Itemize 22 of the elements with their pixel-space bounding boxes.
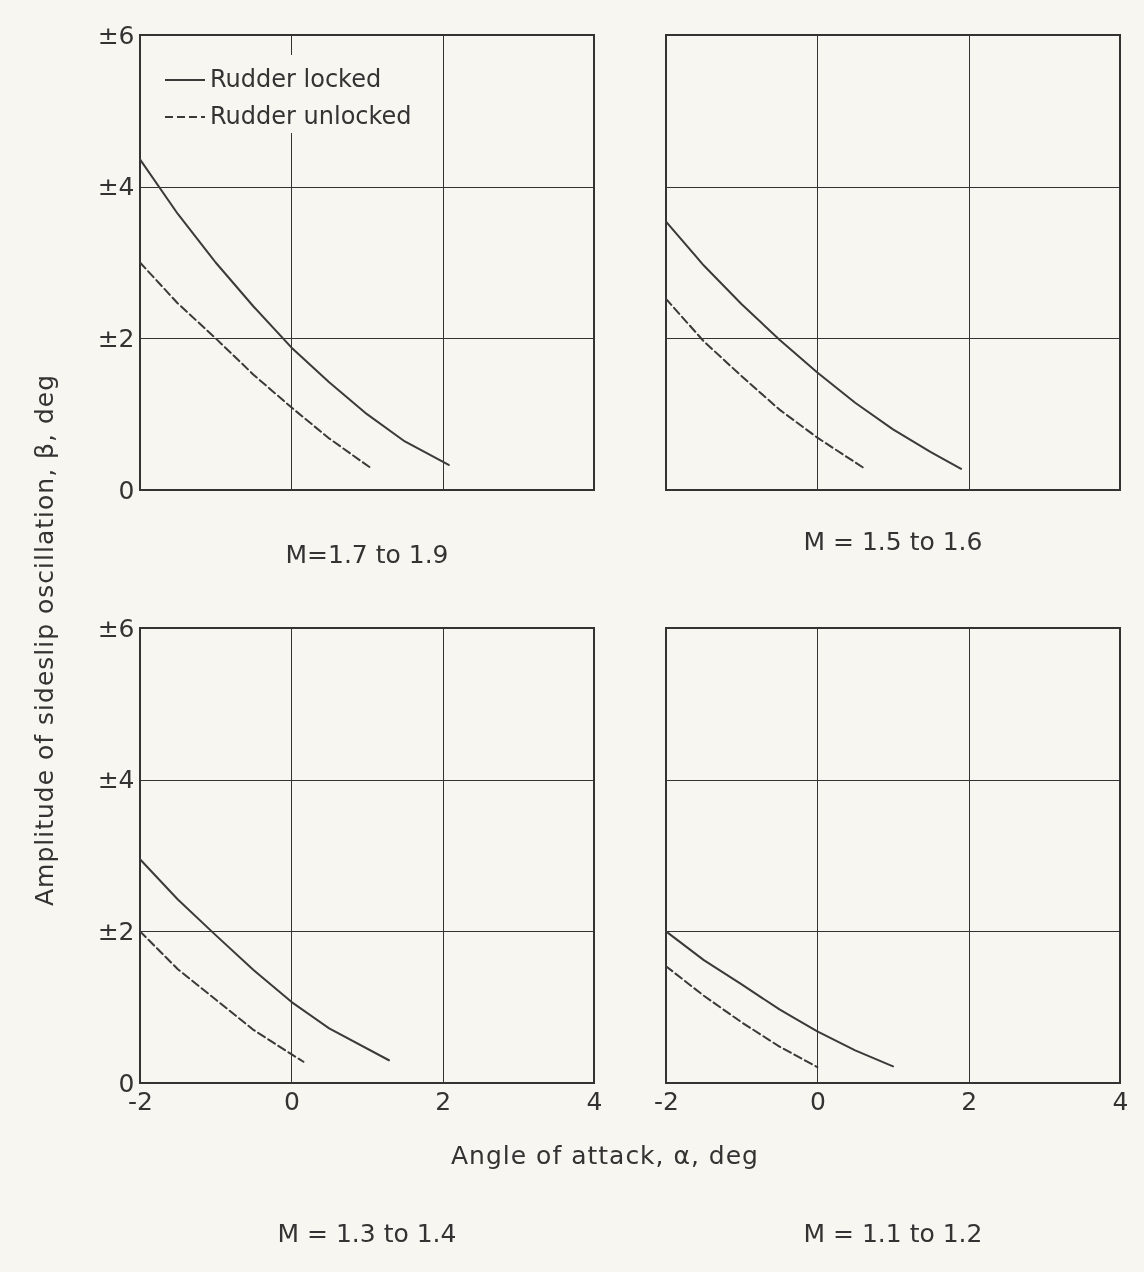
y-tick-label: ±2 — [97, 323, 135, 353]
y-tick-label: 0 — [118, 475, 135, 505]
x-axis-title: Angle of attack, α, deg — [451, 1140, 759, 1170]
x-tick-label: 4 — [586, 1086, 603, 1116]
x-tick-label: 2 — [961, 1086, 978, 1116]
text: M = 1.3 to 1.4 — [277, 1219, 457, 1248]
x-tick-label: 2 — [435, 1086, 452, 1116]
text: M=1.7 to 1.9 — [285, 540, 449, 569]
y-tick-label: ±6 — [97, 20, 135, 50]
y-tick-label: ±4 — [97, 765, 135, 795]
x-tick-label: 0 — [283, 1086, 300, 1116]
text: M = 1.5 to 1.6 — [803, 527, 983, 556]
x-tick-label: 4 — [1112, 1086, 1129, 1116]
text: M = 1.1 to 1.2 — [803, 1219, 983, 1248]
y-tick-label: ±4 — [97, 172, 135, 202]
y-tick-label: ±6 — [97, 613, 135, 643]
legend-label: Rudder locked — [210, 65, 382, 93]
legend-label: Rudder unlocked — [210, 102, 412, 130]
y-tick-label: ±2 — [97, 916, 135, 946]
x-tick-label: -2 — [654, 1086, 679, 1116]
x-tick-label: 0 — [809, 1086, 826, 1116]
y-axis-title: Amplitude of sideslip oscillation, β, deg — [29, 373, 59, 907]
